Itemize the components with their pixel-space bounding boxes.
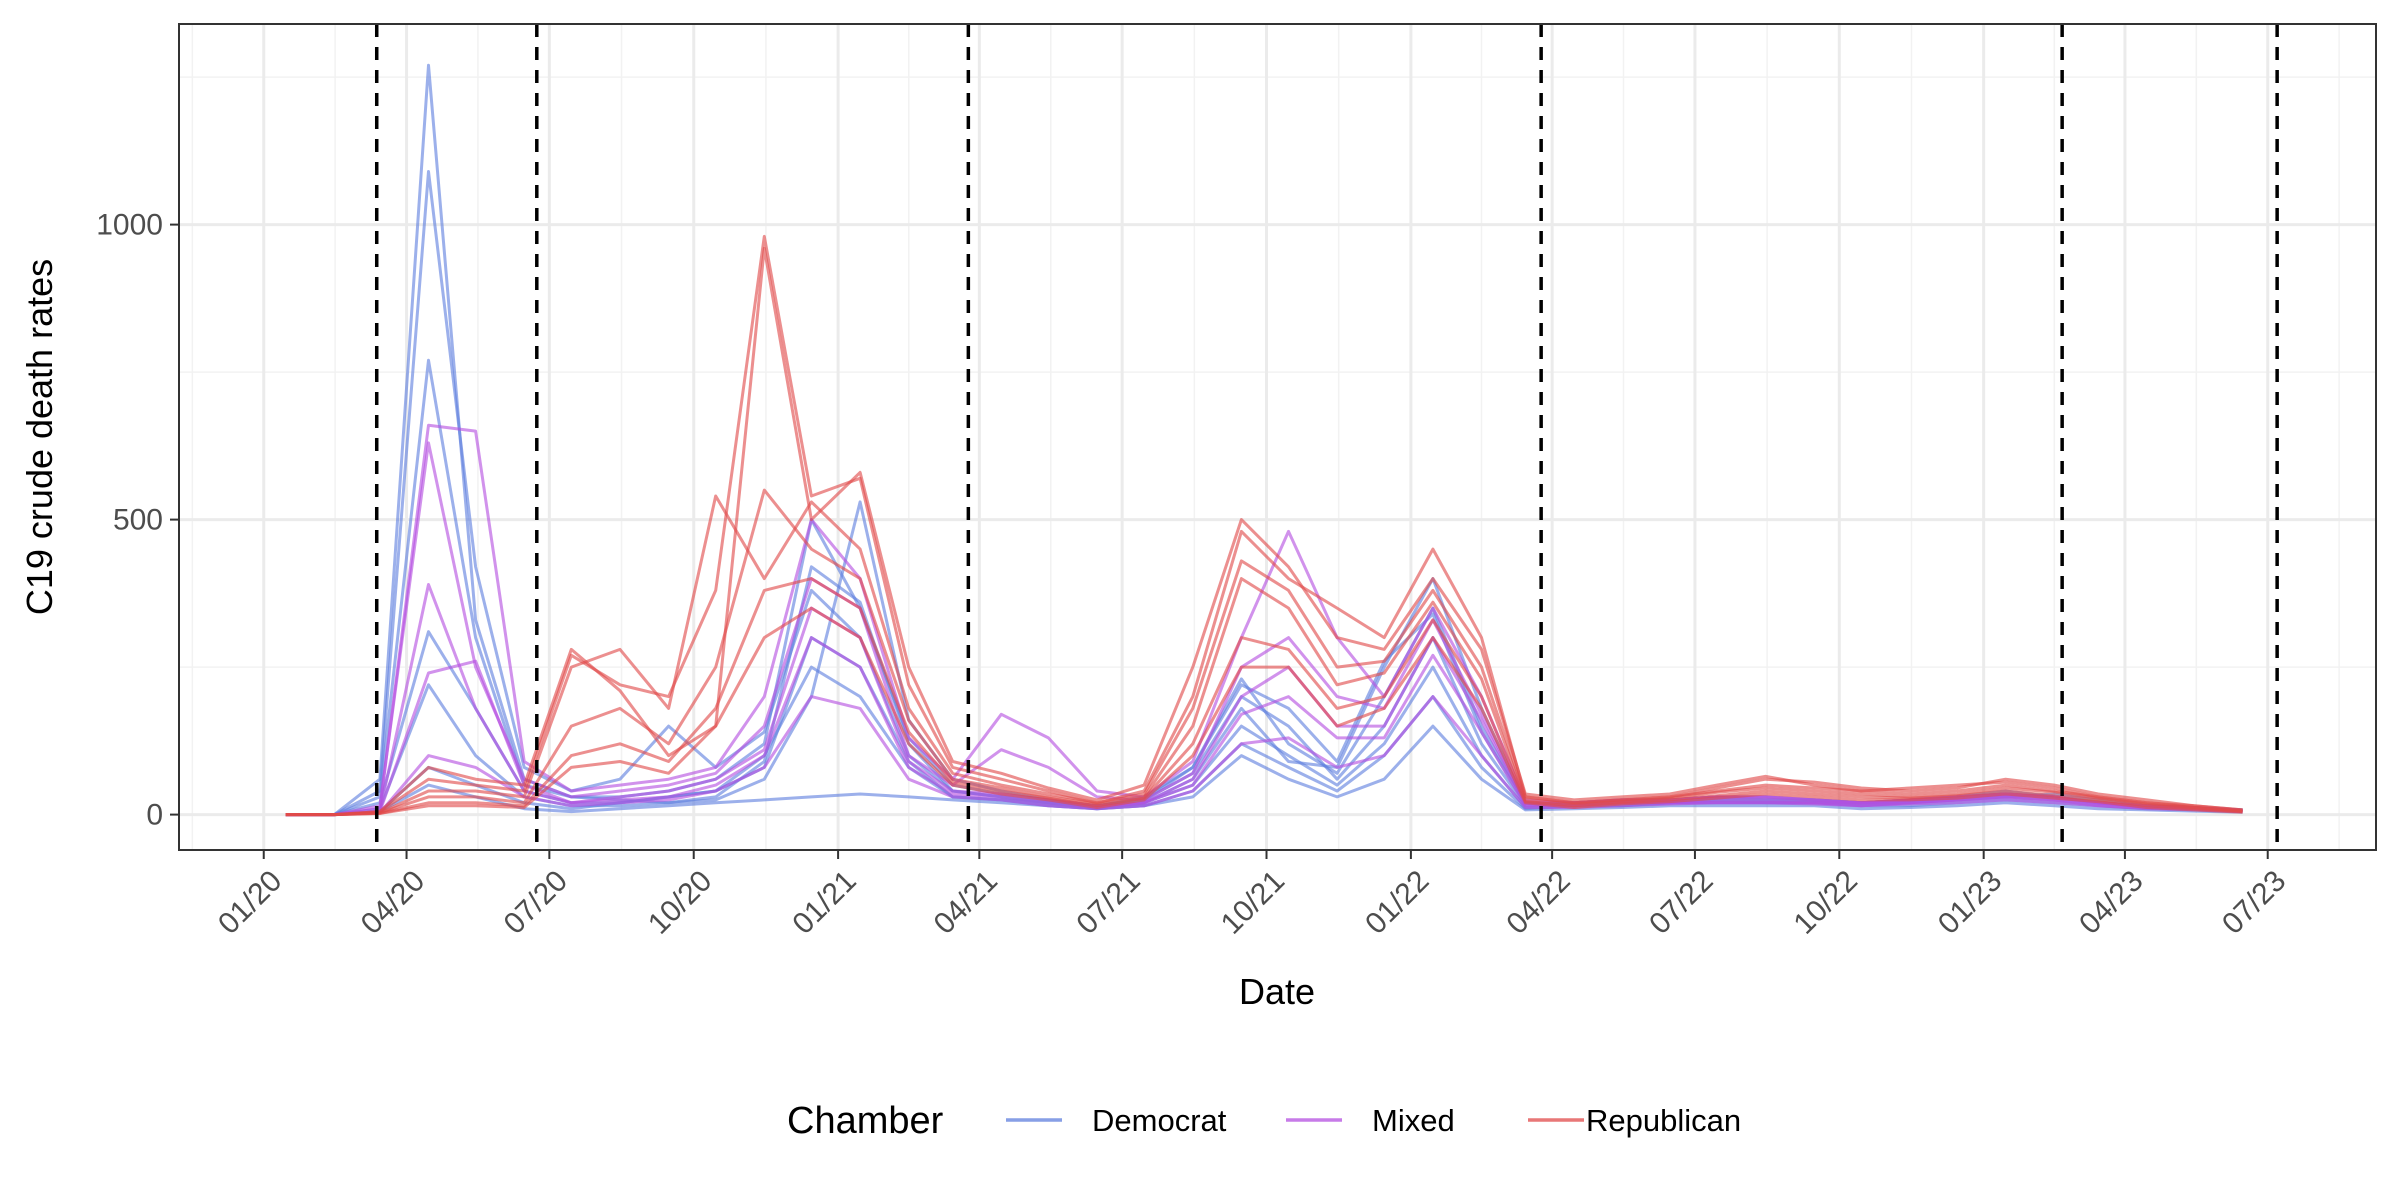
legend-label-mixed: Mixed (1372, 1103, 1455, 1138)
panel-border (178, 23, 2377, 851)
series-line-republican-13 (285, 246, 2243, 817)
x-axis-title: Date (1239, 971, 1315, 1012)
series-line-republican-17 (285, 606, 2243, 817)
y-axis-title: C19 crude death rates (19, 259, 60, 615)
y-tick-label: 1000 (96, 209, 163, 242)
series-line-mixed-11 (285, 695, 2243, 817)
series-line-democrat-6 (285, 724, 2243, 817)
y-tick-label: 0 (146, 799, 163, 832)
legend: Chamber Democrat Mixed Republican (787, 1100, 1741, 1142)
series-line-republican-16 (285, 577, 2243, 817)
legend-title: Chamber (787, 1100, 944, 1142)
series-line-republican-12 (285, 234, 2243, 817)
series-line-republican-14 (285, 494, 2243, 817)
series-lines (285, 63, 2243, 817)
legend-label-republican: Republican (1586, 1103, 1741, 1138)
y-tick-label: 500 (113, 504, 163, 537)
y-axis: 0 500 1000 (96, 209, 179, 832)
legend-label-democrat: Democrat (1092, 1103, 1227, 1138)
